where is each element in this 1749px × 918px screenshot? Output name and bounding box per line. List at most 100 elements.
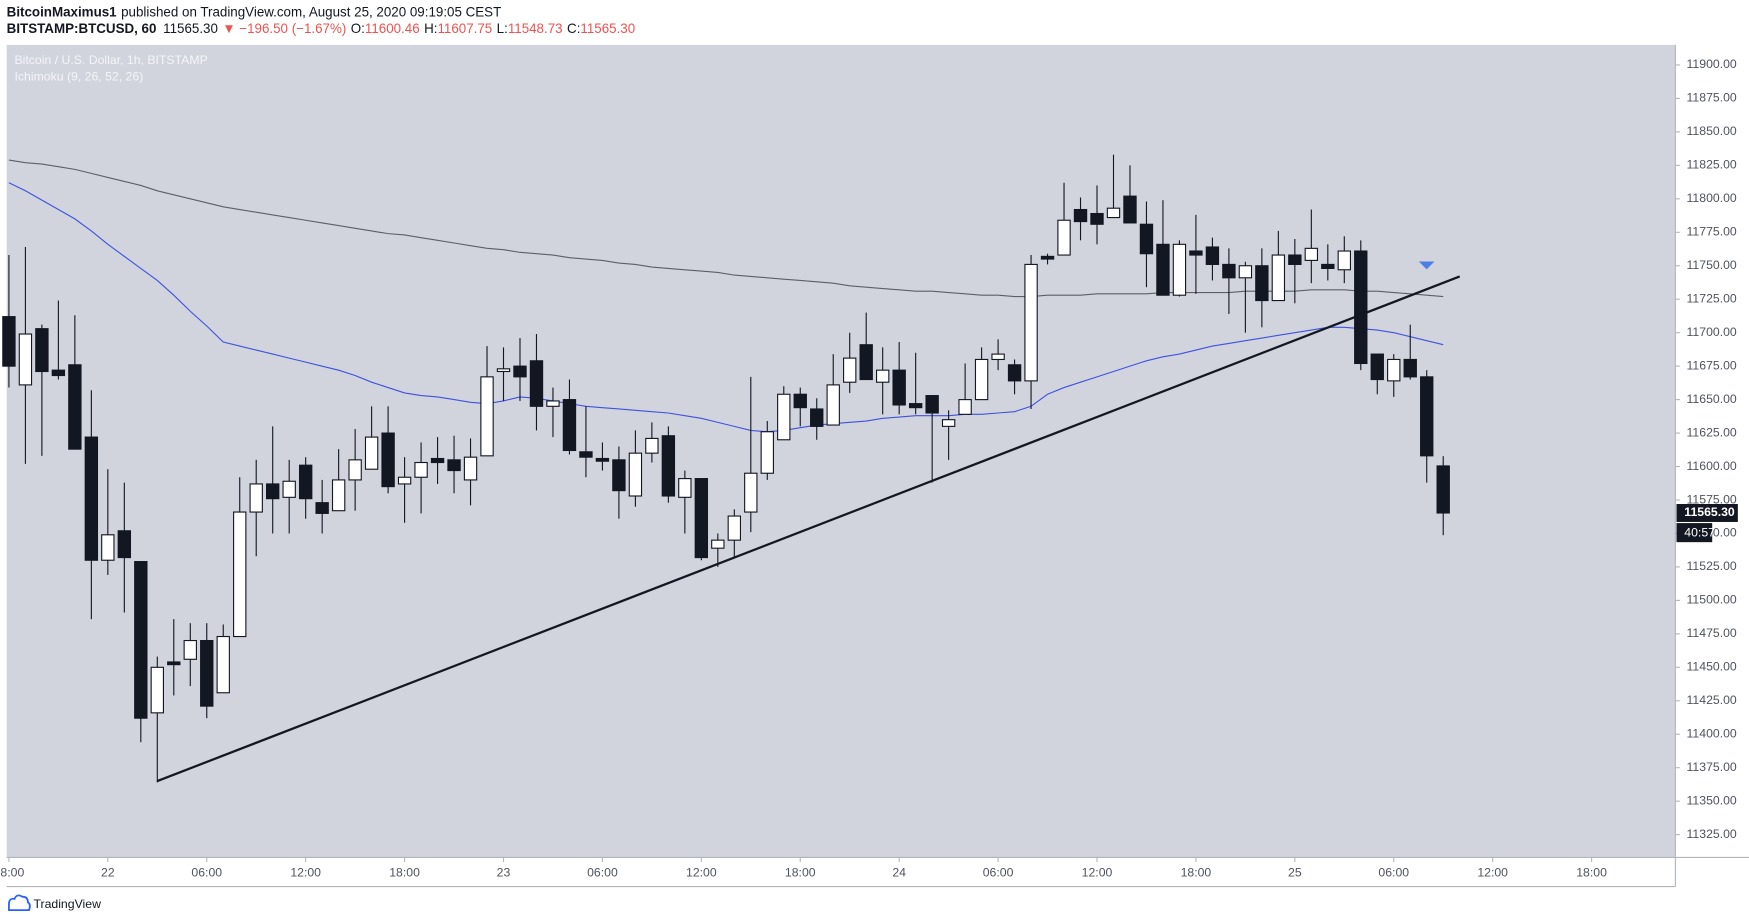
x-tick-label: 23 [497,865,511,879]
candle-body [645,437,659,454]
candle-body [282,480,296,498]
candle-body [1106,207,1121,219]
candle-body [1403,358,1417,378]
x-tick-label: 06:00 [1378,865,1409,879]
candle-body [216,635,230,694]
symbol: BITSTAMP:BTCUSD, 60 [7,21,157,36]
x-tick-label: 18:00 [0,865,24,879]
y-tick-label: 11350.00 [1687,793,1737,807]
y-tick-label: 11875.00 [1687,91,1737,105]
y-tick-label: 11475.00 [1687,626,1737,640]
candle-body [117,530,132,559]
candle-body [529,360,544,407]
candle-body [1040,255,1055,260]
candle-body [167,661,181,666]
y-tick-label: 11650.00 [1687,392,1737,406]
candle-body [826,384,840,426]
y-tick-label: 11850.00 [1687,124,1737,138]
candle-body [200,639,214,707]
candle-body [480,376,494,457]
candle-body [562,399,577,452]
published: published on TradingView.com, August 25,… [121,4,501,19]
candle-body [315,502,329,514]
y-tick-label: 11900.00 [1687,57,1737,71]
x-tick-label: 18:00 [1576,865,1607,879]
candle-body [1189,250,1203,256]
candle-body [1205,246,1220,265]
y-tick-label: 11600.00 [1687,459,1737,473]
y-tick-label: 11375.00 [1687,760,1737,774]
o-label: O: [351,21,365,36]
x-tick-label: 12:00 [290,865,321,879]
x-tick-label: 06:00 [983,865,1014,879]
candle-body [892,369,906,406]
y-tick-label: 11425.00 [1687,693,1737,707]
candle-body [298,464,313,500]
candle-body [18,333,33,386]
candle-body [348,459,362,481]
indicator-line [8,159,1444,298]
candle-body [397,476,412,485]
candle-body [1090,212,1104,225]
candle-body [694,478,709,559]
y-tick-label: 11325.00 [1687,827,1737,841]
candle-body [1238,265,1253,279]
candle-body [595,457,610,462]
candle-body [1436,465,1450,514]
y-tick-label: 11525.00 [1687,559,1737,573]
candle-body [1172,243,1187,296]
header-line: BitcoinMaximus1 published on TradingView.… [7,4,502,19]
y-tick-label: 11825.00 [1687,158,1737,172]
candle-body [381,432,395,488]
candle-body [1024,263,1038,382]
candle-body [101,534,115,561]
candle-body [1337,250,1351,271]
brand: TradingView [8,894,101,912]
y-tick-label: 11725.00 [1687,291,1737,305]
candle-body [744,472,758,513]
candle-body [150,666,164,714]
candle-body [1007,364,1022,382]
candle-body [875,369,890,383]
candle-body [579,451,593,458]
candle-body [974,358,989,401]
x-tick-label: 24 [892,865,906,879]
candle-body [678,478,692,498]
trendline [156,275,1461,783]
alert-marker [1418,261,1435,270]
countdown: 40:57 [1684,525,1715,539]
candle-body [711,539,725,549]
candle-body [1271,254,1286,302]
candle-body [612,459,626,492]
candle-body [777,393,791,441]
legend-title: Bitcoin / U.S. Dollar, 1h, BITSTAMP [15,53,208,67]
candle-body [1255,265,1269,302]
last-price-label: 11565.30 [1684,505,1735,519]
last-price-box [1676,504,1738,522]
candle-body [793,393,807,409]
x-tick-label: 12:00 [686,865,717,879]
y-tick-label: 11575.00 [1687,492,1737,506]
candle-body [414,461,428,478]
y-tick-label: 11700.00 [1687,325,1737,339]
candle-body [760,431,774,474]
l-label: L: [497,21,508,36]
candle-body [810,408,824,427]
candle-body [51,369,66,377]
quote-line: BITSTAMP:BTCUSD, 60 11565.30 ▼ −196.50 (−1… [7,21,635,36]
x-tick-label: 25 [1288,865,1302,879]
x-tick-label: 18:00 [785,865,816,879]
indicator-label: Ichimoku (9, 26, 52, 26) [15,70,144,84]
plot [2,154,1461,783]
x-tick-label: 18:00 [1181,865,1212,879]
y-tick-label: 11675.00 [1687,358,1737,372]
candle-body [35,328,49,373]
indicator-line [8,182,1444,433]
y-tick-label: 11625.00 [1687,425,1737,439]
candle-body [908,403,923,409]
candle-body [546,400,560,407]
x-tick-label: 06:00 [587,865,618,879]
brand-name: TradingView [33,897,101,911]
candle-body [134,561,148,719]
